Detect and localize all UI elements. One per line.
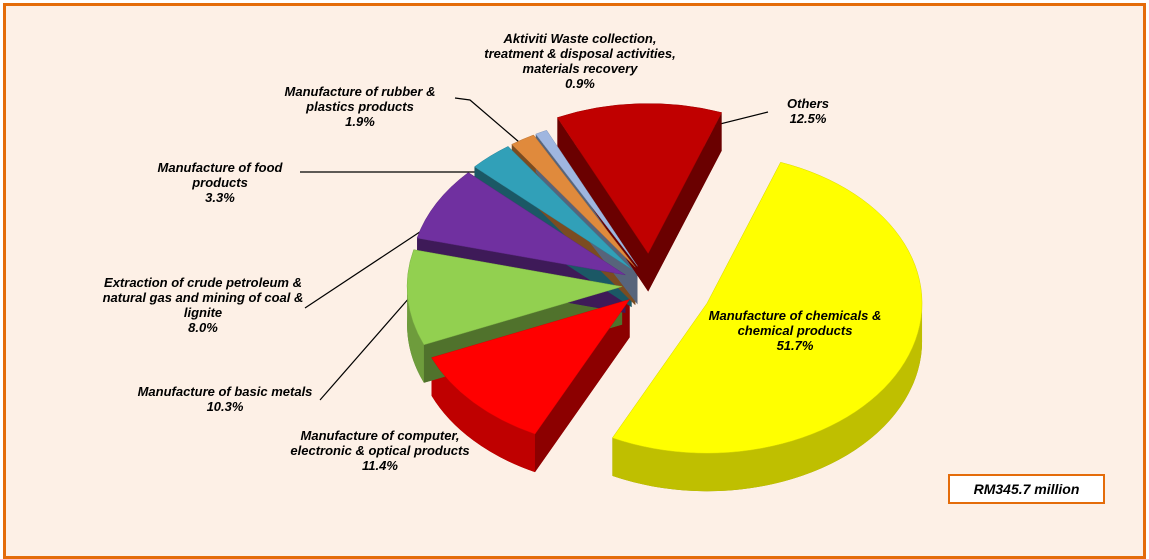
- category-label: Manufacture of computer, electronic & op…: [290, 428, 470, 458]
- slice-wall: [612, 303, 923, 492]
- value-label: 12.5%: [789, 111, 827, 126]
- leader-line: [454, 97, 541, 161]
- leader-line: [319, 296, 411, 401]
- value-label: 0.9%: [565, 76, 595, 91]
- slice: [611, 161, 923, 454]
- category-label: Manufacture of rubber & plastics product…: [284, 84, 436, 114]
- value-label: 10.3%: [206, 399, 244, 414]
- slice: [416, 172, 626, 276]
- slice-label: Manufacture of rubber & plastics product…: [260, 84, 460, 129]
- pie: [406, 103, 923, 492]
- category-label: Manufacture of basic metals: [137, 384, 313, 399]
- slice-side: [648, 112, 722, 292]
- slice-label: Manufacture of computer, electronic & op…: [280, 428, 480, 473]
- slice-wall: [407, 286, 424, 383]
- slice: [406, 249, 623, 346]
- category-label: Extraction of crude petroleum & natural …: [102, 275, 304, 320]
- category-label: Aktiviti Waste collection, treatment & d…: [484, 31, 676, 76]
- category-label: Manufacture of food products: [157, 160, 283, 190]
- slice-wall: [431, 357, 535, 473]
- value-label: 1.9%: [345, 114, 375, 129]
- slice: [474, 146, 632, 270]
- slice-label: Manufacture of chemicals & chemical prod…: [685, 308, 905, 353]
- slice-label: Extraction of crude petroleum & natural …: [88, 275, 318, 335]
- slice: [535, 129, 638, 267]
- annotation: RM345.7 million: [948, 474, 1105, 504]
- value-label: 11.4%: [362, 458, 398, 473]
- slice: [431, 298, 631, 435]
- slice-label: Others 12.5%: [758, 96, 858, 126]
- category-label: Manufacture of chemicals & chemical prod…: [708, 308, 882, 338]
- slice-label: Aktiviti Waste collection, treatment & d…: [480, 31, 680, 91]
- value-label: 51.7%: [776, 338, 814, 353]
- slice: [556, 103, 723, 255]
- slice-label: Manufacture of basic metals 10.3%: [135, 384, 315, 414]
- slice: [511, 134, 636, 268]
- value-label: 3.3%: [205, 190, 235, 205]
- value-label: 8.0%: [188, 320, 218, 335]
- category-label: Others: [787, 96, 829, 111]
- slice-label: Manufacture of food products 3.3%: [130, 160, 310, 205]
